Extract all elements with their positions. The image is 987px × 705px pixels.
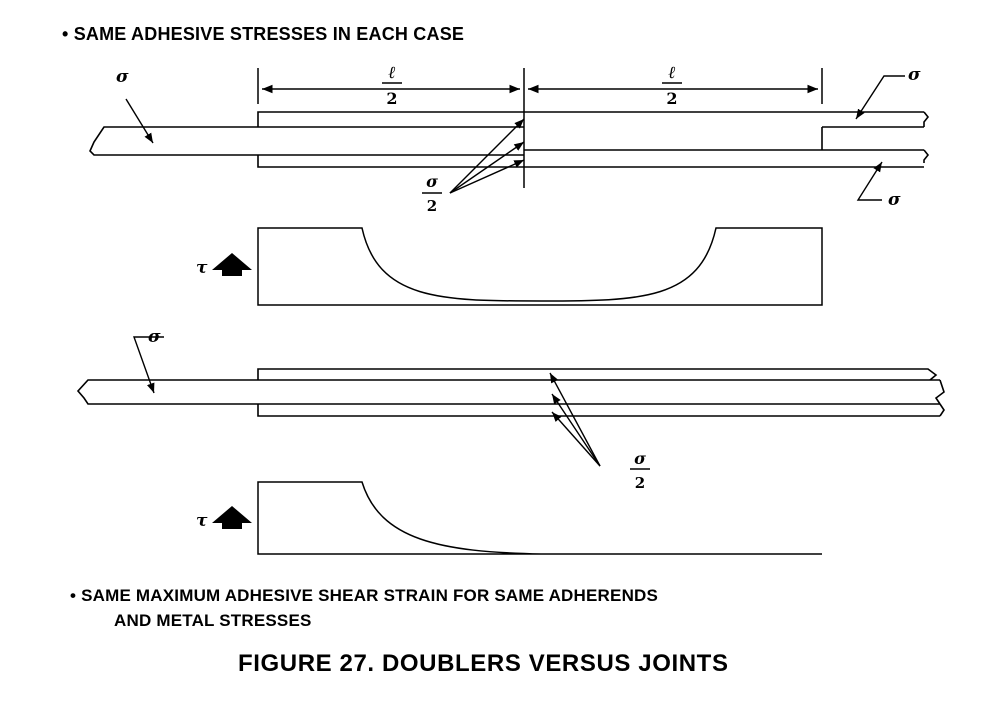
doubler-shear-plot [257,481,822,555]
joint-shear-plot [257,227,823,306]
doubler-leaders [133,336,601,467]
ell-label-right: ℓ [668,63,675,83]
sigma-half-fraction-joint: σ 2 [422,172,442,215]
two-label-fraction-doubler: 2 [635,474,645,492]
two-label-right: 2 [666,89,677,108]
two-label-left: 2 [386,89,397,108]
tau-label-joint: τ [196,258,208,278]
joint-sigma-leaders [125,75,905,201]
arrow-up-icon [212,506,252,529]
dim-fraction-right: ℓ 2 [662,63,682,108]
sigma-label-joint-left: σ [116,67,129,87]
sigma-label-joint-right-bottom: σ [888,190,901,210]
tau-label-doubler: τ [196,511,208,531]
doubler-adherends [76,368,945,417]
joint-dimension-lines [257,68,823,188]
doubler-tau-indicator: τ [196,506,252,531]
dim-fraction-left: ℓ 2 [382,63,402,108]
bullet-same-adhesive-stresses: • SAME ADHESIVE STRESSES IN EACH CASE [62,24,465,44]
arrow-up-icon [212,253,252,276]
sigma-label-doubler: σ [148,327,161,347]
joint-adherends [89,111,930,168]
ell-label-left: ℓ [388,63,395,83]
two-label-fraction: 2 [427,197,437,215]
figure-caption: FIGURE 27. DOUBLERS VERSUS JOINTS [238,650,729,677]
sigma-label-fraction: σ [426,172,438,191]
sigma-half-fraction-doubler: σ 2 [630,449,650,492]
joint-tau-indicator: τ [196,253,252,278]
bullet-same-max-shear-strain: • SAME MAXIMUM ADHESIVE SHEAR STRAIN FOR… [70,586,659,605]
sigma-label-fraction-doubler: σ [634,449,646,468]
bullet-same-max-shear-strain-cont: AND METAL STRESSES [114,611,312,630]
sigma-label-joint-right-top: σ [908,65,921,85]
